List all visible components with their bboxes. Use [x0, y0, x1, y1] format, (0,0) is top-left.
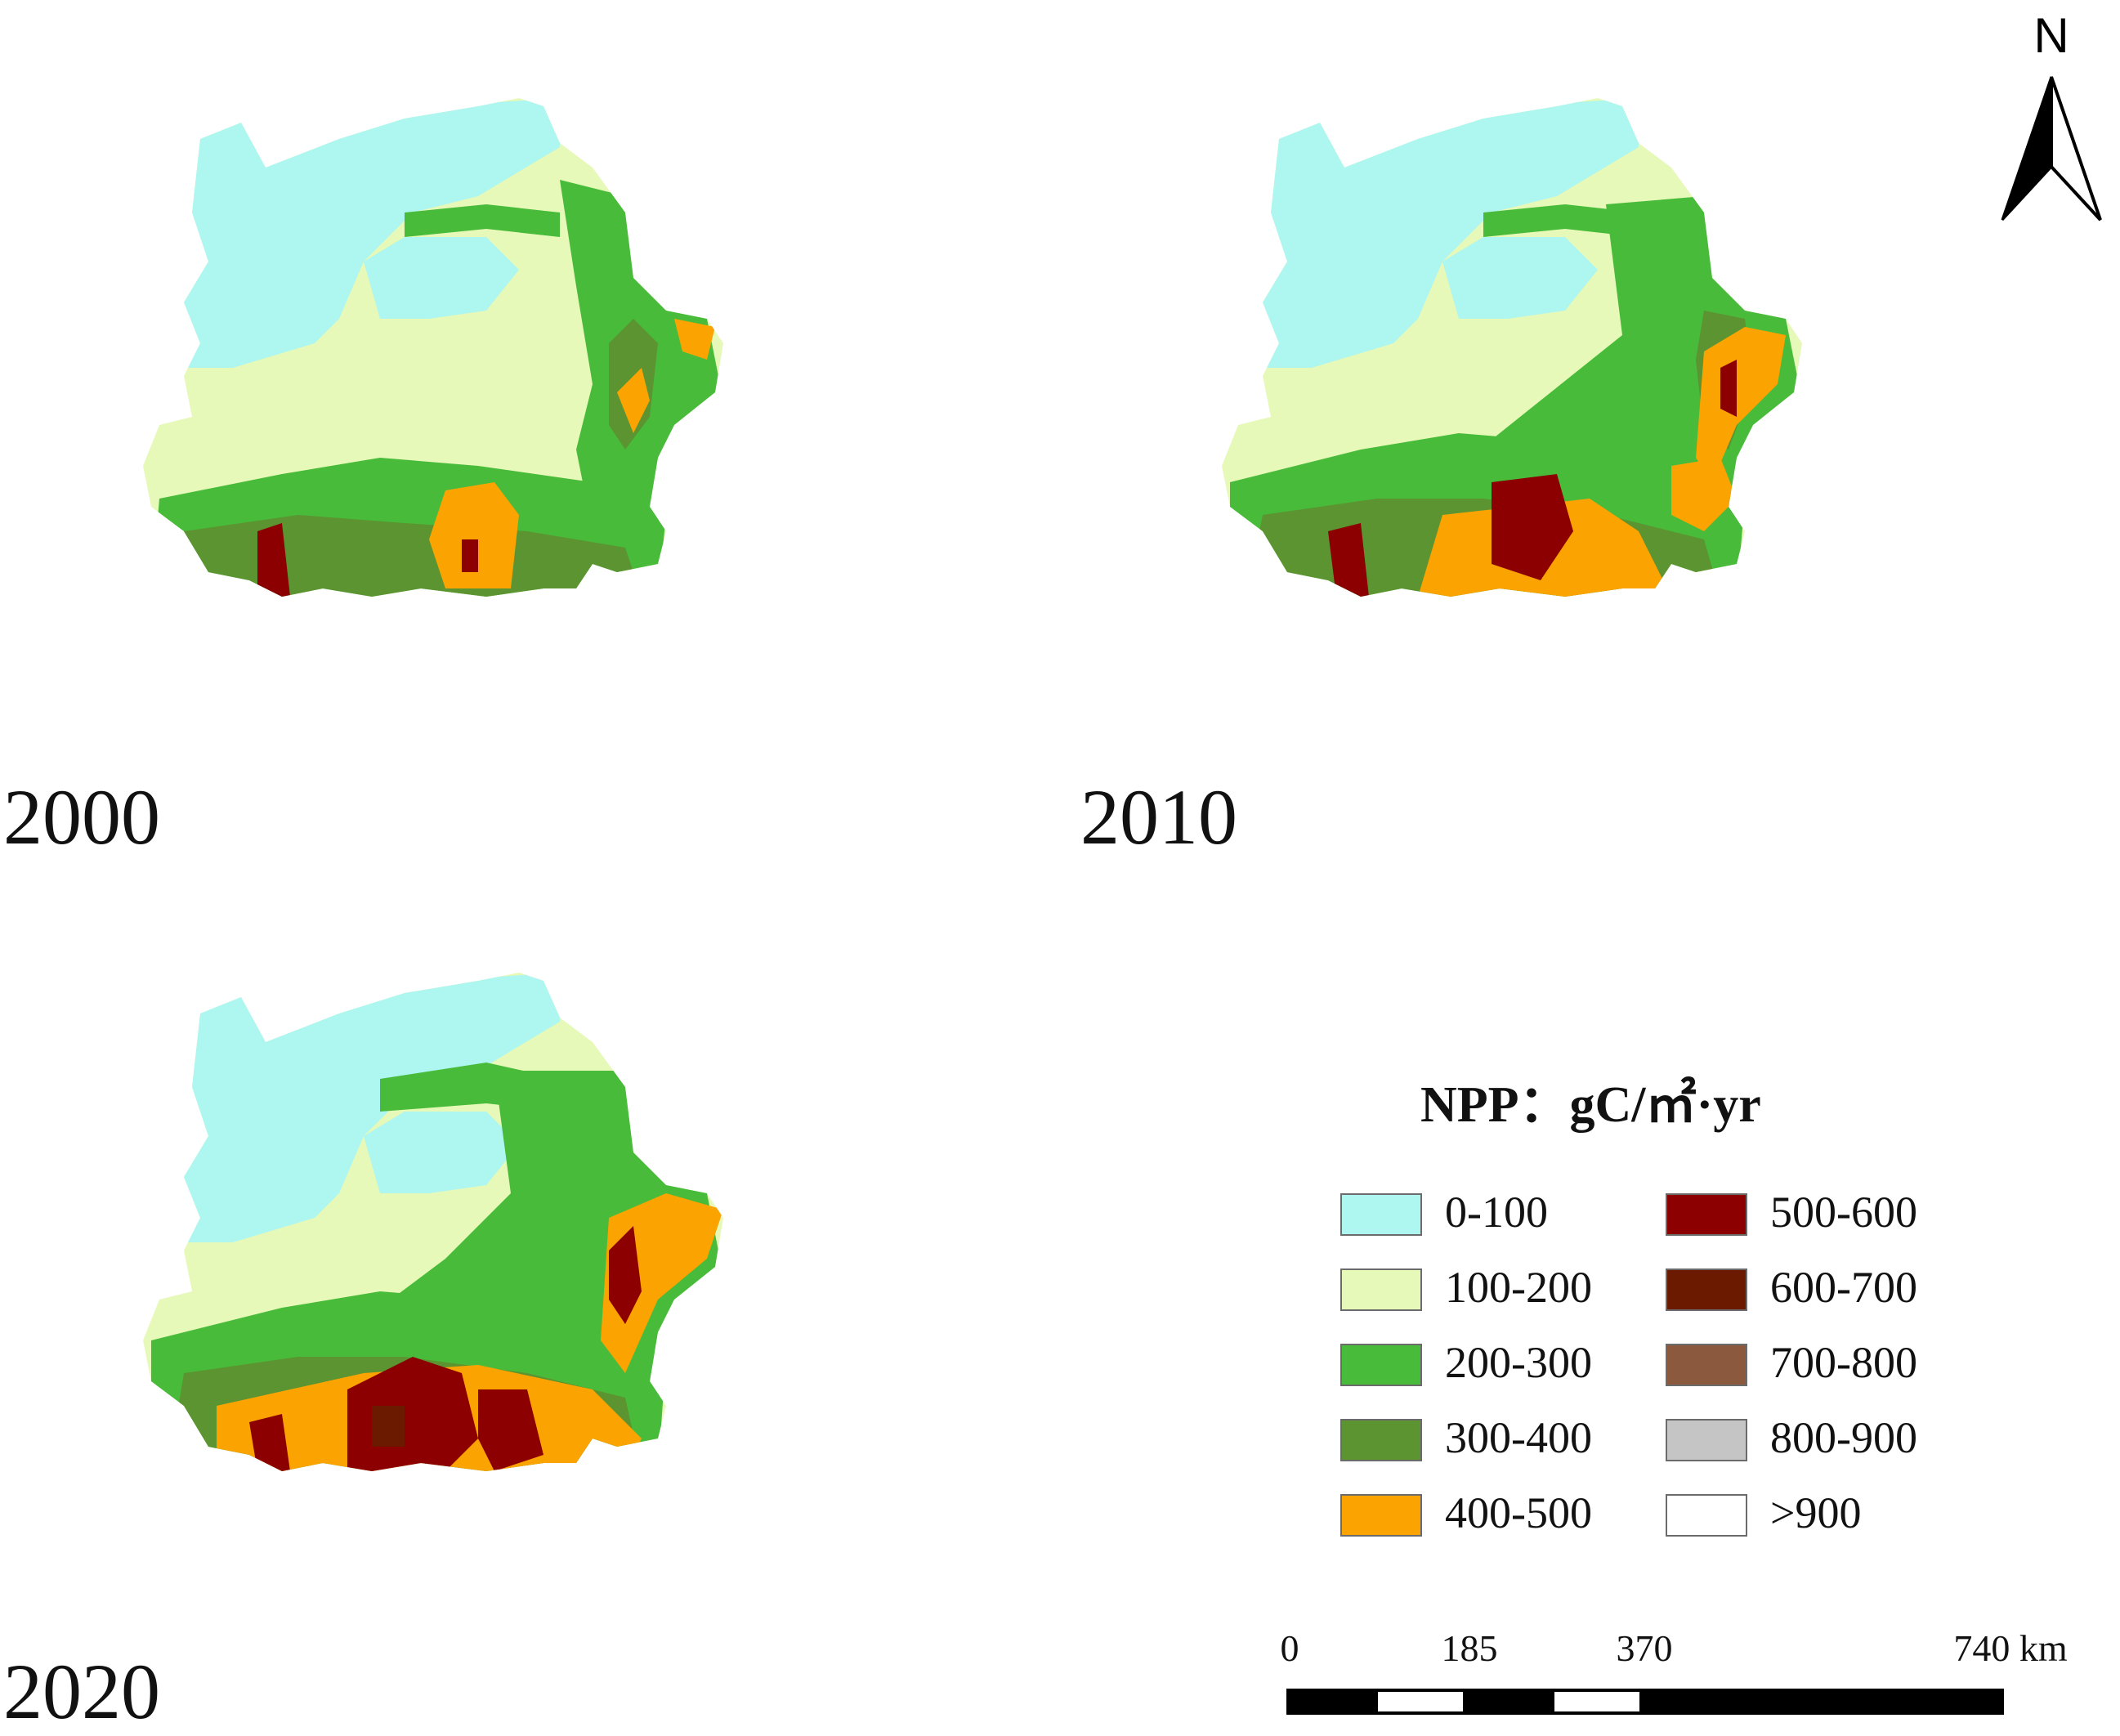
legend-label: 400-500	[1445, 1488, 1592, 1537]
legend-label: 800-900	[1770, 1413, 1917, 1462]
legend-swatch	[1666, 1268, 1747, 1311]
legend-swatch	[1340, 1494, 1422, 1537]
legend-swatch	[1666, 1419, 1747, 1461]
map-2020	[143, 973, 723, 1471]
scale-segment	[1551, 1689, 1643, 1715]
legend-label: 100-200	[1445, 1263, 1592, 1312]
scale-segment	[1375, 1689, 1466, 1715]
scale-segment	[1286, 1689, 1378, 1715]
legend-label: 0-100	[1445, 1188, 1548, 1237]
map-2000	[143, 98, 723, 597]
scale-segment	[1463, 1689, 1554, 1715]
legend-label: 300-400	[1445, 1413, 1592, 1462]
scale-label-370: 370	[1616, 1627, 1673, 1669]
legend-swatch	[1340, 1268, 1422, 1311]
scale-bar: 0 185 370 740 km	[1275, 1626, 2092, 1725]
scale-segment	[1639, 1689, 2004, 1715]
scale-label-740: 740 km	[1953, 1627, 2068, 1669]
legend-swatch	[1340, 1193, 1422, 1236]
legend-swatch	[1340, 1344, 1422, 1386]
north-letter: N	[2033, 8, 2069, 63]
north-arrow-icon	[2001, 76, 2102, 221]
legend-label: 600-700	[1770, 1263, 1917, 1312]
legend-swatch	[1666, 1193, 1747, 1236]
legend-swatch	[1666, 1494, 1747, 1537]
year-label-2010: 2010	[1080, 773, 1237, 861]
scale-label-185: 185	[1441, 1627, 1498, 1669]
legend-label: >900	[1770, 1488, 1862, 1537]
year-label-2000: 2000	[3, 773, 160, 861]
legend-label: 700-800	[1770, 1338, 1917, 1387]
legend-label: 500-600	[1770, 1188, 1917, 1237]
legend-swatch	[1340, 1419, 1422, 1461]
legend-title: NPP：gC/㎡·yr	[1420, 1077, 1761, 1133]
year-label-2020: 2020	[3, 1648, 160, 1735]
legend-label: 200-300	[1445, 1338, 1592, 1387]
north-arrow: N	[1994, 11, 2109, 224]
legend-swatch	[1666, 1344, 1747, 1386]
map-2010	[1222, 98, 1802, 597]
scale-label-0: 0	[1280, 1627, 1299, 1669]
